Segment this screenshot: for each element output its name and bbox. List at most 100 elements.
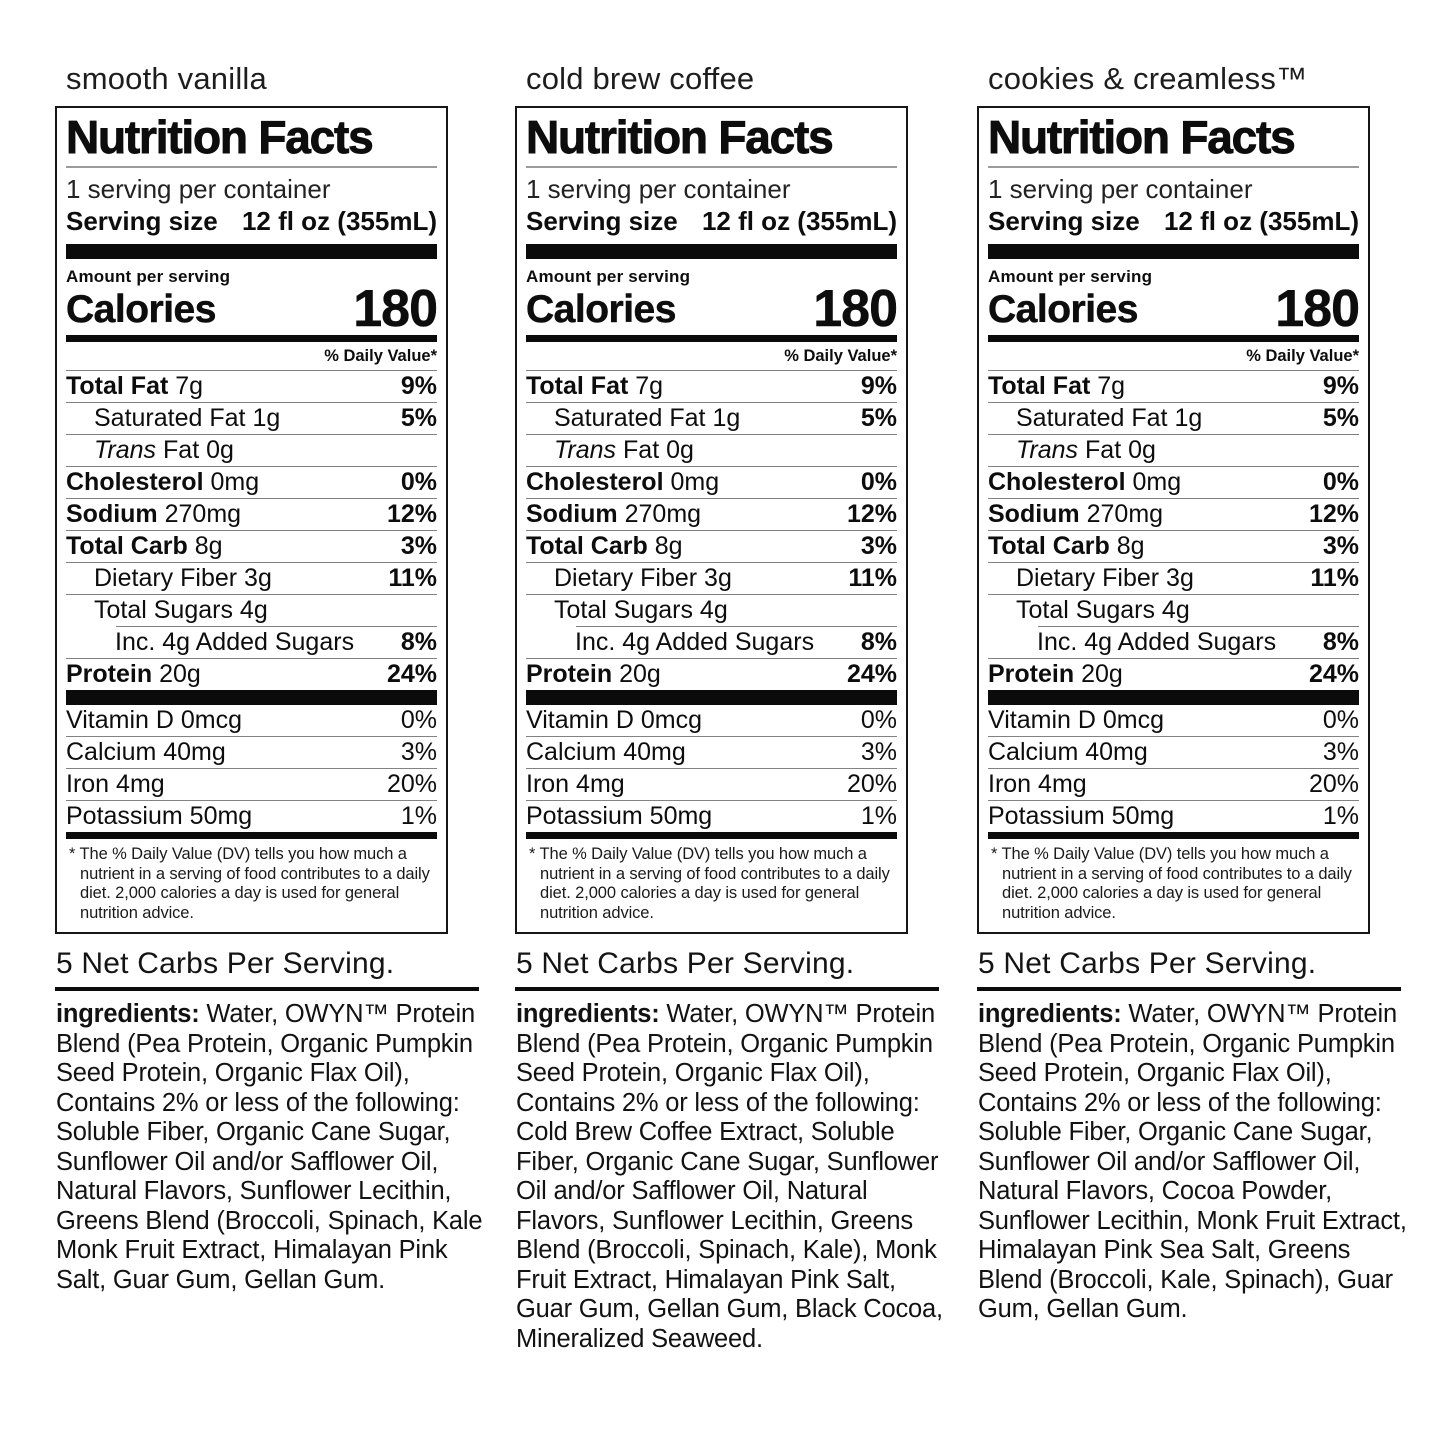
nutrient-name: Total Sugars 4g: [1016, 596, 1190, 624]
thick-divider: [526, 690, 897, 705]
daily-value: 24%: [1308, 660, 1359, 688]
serving-size-value: 12 fl oz (355mL): [701, 206, 897, 236]
nutrient-row: Cholesterol 0mg 0%: [526, 467, 897, 499]
daily-value: 3%: [860, 532, 897, 560]
nutrient-name: Dietary Fiber 3g: [94, 564, 272, 592]
nutrient-name: Potassium 50mg: [988, 802, 1175, 830]
nutrient-name: Trans Fat 0g: [94, 436, 234, 464]
flavor-panel: smooth vanilla Nutrition Facts 1 serving…: [55, 62, 497, 1295]
nutrient-name: Sodium 270mg: [66, 500, 242, 528]
micronutrient-rows: Vitamin D 0mcg 0% Calcium 40mg 3% Iron 4mg 20…: [66, 705, 437, 832]
servings-per-container: 1 serving per container: [988, 174, 1253, 204]
daily-value: 1%: [1322, 802, 1359, 830]
net-carbs-underline: [977, 987, 1401, 991]
daily-value: 20%: [1308, 770, 1359, 798]
nutrient-row: Total Fat 7g 9%: [526, 371, 897, 403]
nutrient-row: Vitamin D 0mcg 0%: [526, 705, 897, 737]
nutrient-rows: Total Fat 7g 9% Saturated Fat 1g 5% Trans Fa…: [988, 371, 1359, 690]
nutrient-row: Potassium 50mg 1%: [526, 801, 897, 832]
net-carbs-claim: 5 Net Carbs Per Serving.: [978, 947, 1317, 980]
nutrient-row: Inc. 4g Added Sugars 8%: [66, 627, 437, 659]
ingredients-label: ingredients:: [56, 1000, 200, 1028]
nutrient-row: Iron 4mg 20%: [66, 769, 437, 801]
serving-size-value: 12 fl oz (355mL): [1163, 206, 1359, 236]
daily-value-header: % Daily Value*: [526, 342, 897, 371]
medium-divider: [66, 335, 437, 342]
nutrient-name: Calcium 40mg: [988, 738, 1148, 766]
ingredients-list: Water, OWYN™ Protein Blend (Pea Protein,…: [516, 1000, 943, 1353]
nutrient-name: Iron 4mg: [66, 770, 165, 798]
nutrient-row: Total Sugars 4g: [526, 595, 897, 626]
daily-value: 5%: [860, 404, 897, 432]
nutrition-facts-title: Nutrition Facts: [526, 110, 897, 168]
ingredients-paragraph: ingredients: Water, OWYN™ Protein Blend …: [978, 1000, 1420, 1325]
nutrition-facts-label: Nutrition Facts 1 serving per container …: [55, 106, 448, 934]
daily-value: 12%: [1308, 500, 1359, 528]
daily-value-footnote: * The % Daily Value (DV) tells you how m…: [529, 845, 890, 922]
flavor-title: smooth vanilla: [66, 61, 267, 96]
nutrition-facts-label: Nutrition Facts 1 serving per container …: [977, 106, 1370, 934]
nutrient-name: Cholesterol 0mg: [526, 468, 720, 496]
nutrient-rows: Total Fat 7g 9% Saturated Fat 1g 5% Trans Fa…: [66, 371, 437, 690]
nutrient-name: Vitamin D 0mcg: [66, 706, 243, 734]
nutrient-row: Protein 20g 24%: [526, 659, 897, 690]
daily-value: 0%: [860, 706, 897, 734]
thick-divider: [66, 244, 437, 259]
nutrient-name: Cholesterol 0mg: [988, 468, 1182, 496]
calories-row: Calories 180: [66, 280, 438, 338]
daily-value: 8%: [400, 628, 437, 656]
ingredients-paragraph: ingredients: Water, OWYN™ Protein Blend …: [56, 1000, 498, 1295]
nutrient-name: Iron 4mg: [526, 770, 625, 798]
nutrition-facts-label: Nutrition Facts 1 serving per container …: [515, 106, 908, 934]
nutrient-row: Calcium 40mg 3%: [988, 737, 1359, 769]
nutrient-name: Trans Fat 0g: [1016, 436, 1156, 464]
daily-value: 0%: [400, 468, 437, 496]
daily-value: 9%: [400, 372, 437, 400]
daily-value: 9%: [1322, 372, 1359, 400]
nutrient-row: Iron 4mg 20%: [526, 769, 897, 801]
nutrient-name: Potassium 50mg: [66, 802, 253, 830]
nutrient-row: Vitamin D 0mcg 0%: [988, 705, 1359, 737]
nutrient-name: Inc. 4g Added Sugars: [575, 628, 815, 656]
nutrient-row: Calcium 40mg 3%: [526, 737, 897, 769]
medium-divider: [526, 832, 897, 839]
nutrient-name: Total Carb 8g: [526, 532, 683, 560]
daily-value: 3%: [400, 738, 437, 766]
nutrient-row: Trans Fat 0g: [66, 435, 437, 467]
daily-value: 0%: [1322, 468, 1359, 496]
nutrient-name: Cholesterol 0mg: [66, 468, 260, 496]
daily-value-header: % Daily Value*: [66, 342, 437, 371]
nutrient-row: Sodium 270mg 12%: [988, 499, 1359, 531]
partial-separator: [1038, 626, 1359, 627]
calories-value: 180: [353, 280, 438, 338]
nutrition-facts-title: Nutrition Facts: [66, 110, 437, 168]
daily-value: 1%: [860, 802, 897, 830]
servings-per-container: 1 serving per container: [526, 174, 791, 204]
serving-size-row: Serving size 12 fl oz (355mL): [526, 204, 897, 244]
nutrient-name: Protein 20g: [988, 660, 1123, 688]
calories-label: Calories: [526, 288, 677, 331]
flavor-panel: cold brew coffee Nutrition Facts 1 servi…: [515, 62, 957, 1354]
nutrient-rows: Total Fat 7g 9% Saturated Fat 1g 5% Trans Fa…: [526, 371, 897, 690]
nutrient-name: Saturated Fat 1g: [554, 404, 741, 432]
nutrient-row: Sodium 270mg 12%: [526, 499, 897, 531]
nutrient-row: Cholesterol 0mg 0%: [988, 467, 1359, 499]
nutrient-name: Protein 20g: [66, 660, 201, 688]
net-carbs-claim: 5 Net Carbs Per Serving.: [56, 947, 395, 980]
nutrient-name: Vitamin D 0mcg: [988, 706, 1165, 734]
nutrient-row: Potassium 50mg 1%: [988, 801, 1359, 832]
nutrient-row: Protein 20g 24%: [988, 659, 1359, 690]
nutrient-row: Trans Fat 0g: [526, 435, 897, 467]
calories-value: 180: [1275, 280, 1360, 338]
nutrient-name: Total Carb 8g: [988, 532, 1145, 560]
nutrient-name: Potassium 50mg: [526, 802, 713, 830]
amount-per-serving-label: Amount per serving: [526, 267, 691, 286]
daily-value: 3%: [1322, 738, 1359, 766]
nutrient-row: Saturated Fat 1g 5%: [988, 403, 1359, 435]
nutrient-row: Total Fat 7g 9%: [66, 371, 437, 403]
daily-value: 0%: [860, 468, 897, 496]
servings-per-container: 1 serving per container: [66, 174, 331, 204]
ingredients-paragraph: ingredients: Water, OWYN™ Protein Blend …: [516, 1000, 958, 1354]
nutrient-row: Calcium 40mg 3%: [66, 737, 437, 769]
